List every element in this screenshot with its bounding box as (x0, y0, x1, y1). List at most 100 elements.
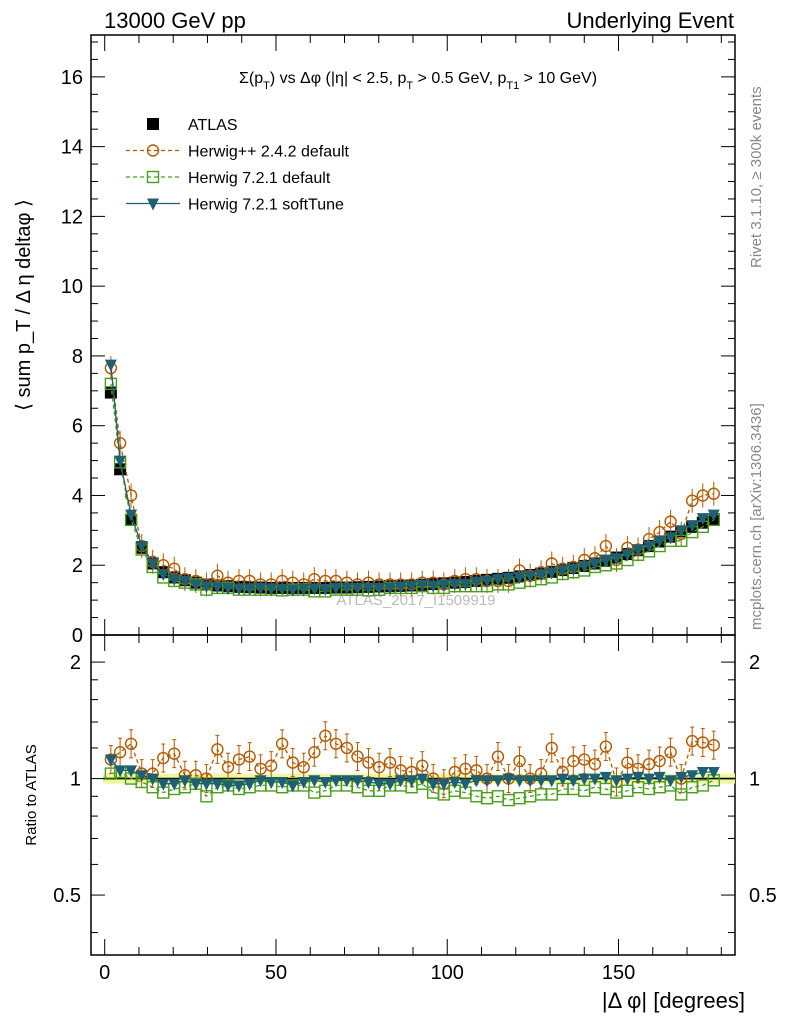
x-tick-label: 50 (265, 962, 287, 984)
ratio-point (297, 761, 310, 774)
data-point (416, 579, 429, 592)
ratio-point (265, 776, 278, 789)
ratio-point (286, 780, 299, 793)
ratio-point (675, 771, 688, 784)
ratio-y-tick-label: 1 (70, 769, 81, 791)
data-point (362, 582, 375, 595)
series-line (110, 383, 715, 593)
ratio-point (125, 765, 138, 778)
data-point (104, 377, 118, 391)
ratio-point (189, 778, 202, 791)
data-point (168, 574, 181, 587)
data-point (535, 569, 548, 582)
ratio-point (113, 745, 127, 759)
data-point (675, 525, 688, 538)
data-point (696, 513, 709, 526)
data-point (567, 563, 580, 576)
ratio-point (491, 750, 505, 763)
data-point (470, 576, 483, 589)
data-point (384, 582, 397, 595)
ratio-point (535, 775, 548, 788)
ratio-point (319, 729, 332, 742)
data-point (621, 549, 634, 562)
data-point (124, 489, 138, 502)
ratio-point (384, 778, 397, 791)
data-point (200, 581, 213, 594)
x-tick-label: 0 (99, 962, 110, 984)
ratio-point (275, 737, 289, 750)
ratio-point (567, 775, 580, 788)
data-point (556, 565, 569, 578)
data-point (685, 494, 699, 507)
ratio-point (243, 778, 256, 791)
series-3 (104, 359, 720, 597)
data-point (610, 553, 623, 566)
data-point (707, 509, 720, 522)
data-point (351, 582, 364, 595)
ratio-point (286, 756, 299, 769)
ratio-point (254, 775, 267, 788)
ratio-point (556, 773, 569, 786)
ratio-point (243, 750, 256, 763)
ratio-point (599, 771, 612, 784)
ratio-panel: 0 50 100 150 0.5 0.5 1 1 2 2 Ratio to ATLAS |Δ φ| [… (23, 634, 777, 1013)
ratio-point (264, 759, 278, 772)
ratio-y-tick-label-right: 1 (749, 769, 760, 791)
data-point (664, 532, 677, 545)
ratio-point (200, 790, 213, 803)
ratio-point (427, 778, 440, 791)
data-point (632, 544, 645, 557)
ratio-point (340, 775, 353, 788)
ratio-point (157, 751, 170, 765)
ratio-point (222, 780, 235, 793)
legend: ATLAS Herwig++ 2.4.2 default Herwig 7.2.1 … (126, 117, 350, 214)
ratio-point (643, 773, 656, 786)
ratio-point (524, 775, 537, 788)
ratio-point (513, 775, 526, 788)
data-point (104, 359, 117, 372)
ratio-y-tick-label: 0.5 (53, 885, 81, 907)
data-point (329, 582, 342, 595)
data-point (243, 583, 256, 596)
legend-marker (146, 170, 160, 184)
data-point (211, 569, 224, 582)
y-tick-label: 10 (61, 276, 83, 298)
ratio-point (372, 761, 386, 774)
ratio-point (578, 753, 591, 766)
y-tick-label: 8 (72, 346, 83, 368)
header-right: Underlying Event (566, 8, 734, 33)
ratio-point (545, 741, 558, 755)
ratio-point (437, 778, 450, 791)
x-axis-label: |Δ φ| [degrees] (602, 988, 745, 1013)
data-point (178, 575, 191, 588)
data-point (373, 582, 386, 595)
x-tick-label: 150 (602, 962, 635, 984)
ratio-point (470, 775, 483, 788)
ratio-y-tick-label-right: 2 (749, 652, 760, 674)
data-point (157, 568, 170, 581)
ratio-point (686, 770, 699, 783)
ratio-point (588, 773, 601, 786)
ratio-point (168, 778, 181, 791)
series-2 (104, 377, 720, 598)
ratio-point (319, 776, 332, 789)
data-point (545, 567, 558, 580)
ratio-point (211, 743, 224, 756)
ratio-point (588, 757, 602, 771)
data-point (405, 580, 418, 593)
ratio-point (308, 775, 321, 788)
data-point (211, 581, 224, 594)
ratio-point (416, 773, 429, 786)
data-point (146, 558, 159, 571)
data-point (276, 583, 289, 596)
legend-marker (147, 118, 159, 130)
ratio-point (124, 737, 138, 750)
data-point (599, 539, 613, 553)
data-point (427, 580, 440, 593)
ratio-point (653, 771, 666, 784)
data-point (297, 583, 310, 596)
data-point (286, 584, 299, 597)
data-point (599, 555, 612, 567)
data-point (437, 579, 450, 592)
